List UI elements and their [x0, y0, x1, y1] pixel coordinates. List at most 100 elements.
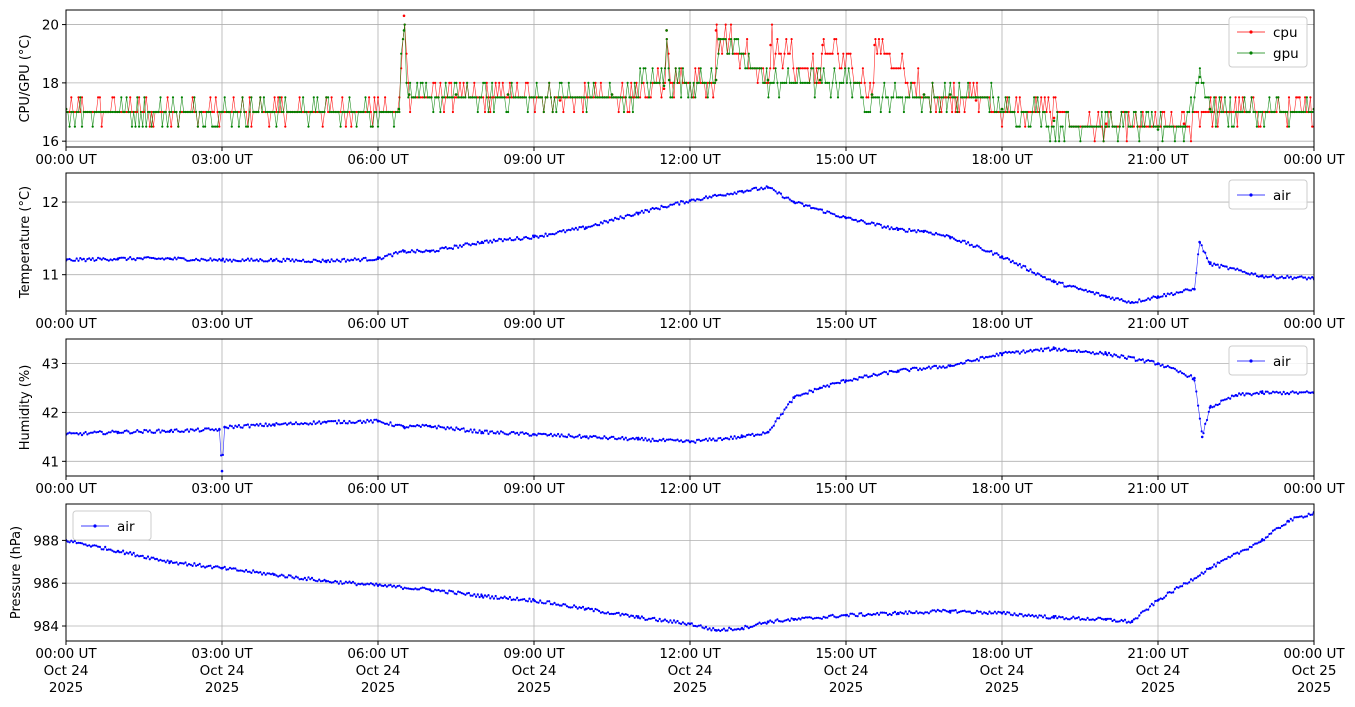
data-point: [466, 242, 469, 245]
data-point: [473, 593, 476, 596]
data-point: [574, 435, 578, 438]
data-point: [232, 427, 235, 430]
data-point: [560, 604, 563, 607]
data-point: [1138, 298, 1141, 301]
data-point: [697, 81, 701, 84]
data-point: [113, 96, 116, 99]
data-point: [166, 559, 169, 562]
data-point: [947, 96, 950, 99]
x-tick-label: 00:00 UT: [35, 152, 97, 168]
data-point: [557, 96, 560, 99]
data-point: [929, 231, 932, 234]
data-point: [924, 611, 927, 614]
data-point: [945, 366, 948, 369]
data-point: [819, 617, 822, 620]
data-point: [658, 438, 661, 441]
data-point: [979, 246, 982, 250]
data-point: [1141, 125, 1144, 128]
data-point: [355, 110, 358, 114]
data-point: [291, 423, 294, 426]
data-point: [475, 96, 478, 99]
data-point: [508, 237, 511, 240]
data-point: [125, 551, 128, 554]
data-point: [667, 78, 671, 82]
data-point: [694, 199, 697, 202]
data-point: [1218, 96, 1221, 99]
data-point: [639, 96, 642, 99]
data-point: [277, 575, 280, 578]
data-point: [1204, 251, 1207, 254]
data-point: [248, 96, 251, 99]
y-tick-label: 18: [42, 76, 59, 92]
data-point: [466, 429, 469, 432]
data-point: [179, 561, 182, 565]
data-point: [432, 425, 435, 429]
data-point: [512, 239, 515, 242]
data-point: [1140, 358, 1143, 362]
data-point: [351, 580, 355, 583]
data-point: [218, 258, 221, 261]
data-point: [348, 259, 351, 262]
data-point: [635, 614, 638, 618]
data-point: [476, 96, 479, 99]
data-point: [300, 260, 303, 263]
data-point: [628, 96, 631, 99]
x-tick-label: 15:00 UT: [815, 481, 877, 497]
data-point: [703, 438, 706, 441]
data-point: [532, 235, 536, 239]
data-point: [168, 560, 172, 564]
data-point: [132, 551, 135, 555]
data-point: [113, 110, 116, 114]
data-point: [457, 427, 460, 431]
data-point: [278, 110, 281, 114]
data-point: [934, 110, 938, 114]
data-point: [435, 589, 438, 592]
data-point: [1232, 125, 1235, 128]
data-point: [346, 258, 349, 261]
data-point: [1109, 617, 1112, 621]
y-tick-label: 20: [42, 18, 59, 34]
data-point: [551, 435, 554, 438]
data-point: [154, 558, 157, 561]
data-point: [810, 67, 813, 70]
data-point: [269, 257, 273, 260]
y-tick-label: 16: [42, 134, 59, 150]
data-point: [442, 589, 446, 592]
data-point: [655, 207, 658, 210]
data-point: [573, 436, 576, 439]
data-point: [685, 200, 688, 203]
data-point: [368, 96, 371, 99]
data-point: [508, 595, 511, 599]
data-point: [587, 81, 590, 84]
data-point: [198, 259, 201, 262]
x-tick-label: 09:00 UT: [503, 481, 565, 497]
data-point: [567, 96, 570, 99]
data-point: [180, 110, 183, 114]
data-point: [1033, 349, 1036, 352]
data-point: [129, 432, 132, 435]
data-point: [1207, 410, 1210, 413]
data-point: [1304, 515, 1307, 518]
data-point: [610, 218, 613, 221]
data-point: [605, 436, 608, 439]
data-point: [318, 578, 321, 581]
data-point: [380, 421, 383, 424]
data-point: [1198, 67, 1201, 70]
data-point: [453, 96, 456, 99]
data-point: [622, 110, 626, 114]
data-point: [360, 421, 364, 425]
data-point: [348, 110, 351, 114]
data-point: [1049, 140, 1052, 143]
data-point: [902, 67, 906, 70]
data-point: [1052, 125, 1055, 128]
data-point: [847, 216, 850, 219]
data-point: [892, 611, 895, 615]
data-point: [1246, 392, 1250, 395]
data-point: [1018, 125, 1021, 128]
data-point: [209, 257, 212, 260]
data-point: [496, 239, 499, 242]
data-point: [1257, 275, 1260, 278]
data-point: [476, 593, 479, 596]
data-point: [680, 439, 683, 442]
data-point: [319, 580, 322, 583]
